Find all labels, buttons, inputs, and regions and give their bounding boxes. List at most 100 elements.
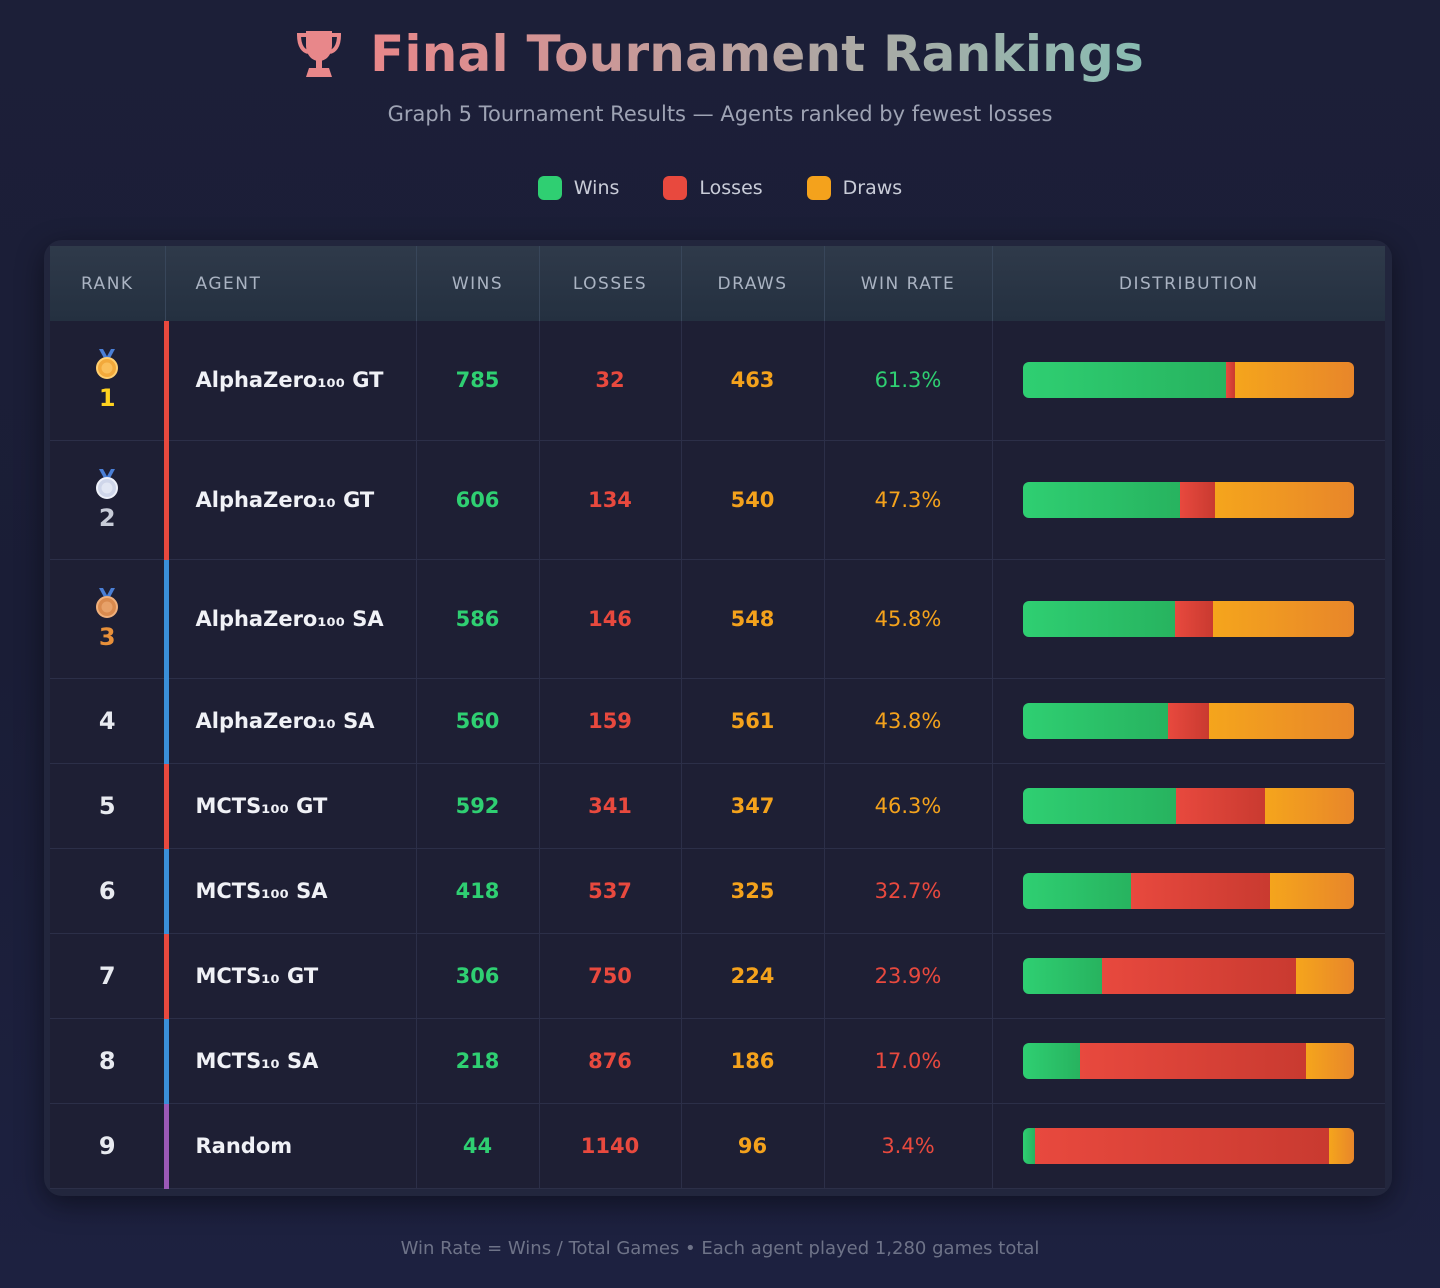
column-header-win-rate: WIN RATE [824,246,993,321]
gold-medal-icon [96,349,119,380]
table-row: 3 AlphaZero₁₀₀ SA 586 146 548 45.8% [50,559,1385,679]
table-row: 8 MCTS₁₀ SA 218 876 186 17.0% [50,1018,1385,1104]
rank-cell: 3 [50,559,166,679]
distribution-bar [1023,702,1355,739]
wins-segment [1023,600,1175,637]
wins-segment [1023,1127,1035,1164]
win-rate-value: 23.9% [824,933,993,1019]
agent-group-stripe [163,1103,169,1189]
wins-segment [1023,481,1180,518]
draws-value: 224 [681,933,825,1019]
wins-value: 418 [416,848,540,934]
rank-cell: 2 [50,440,166,560]
win-rate-value: 61.3% [824,321,993,441]
draws-segment [1270,872,1355,909]
losses-value: 1140 [539,1103,682,1189]
win-rate-value: 47.3% [824,440,993,560]
table-row: 2 AlphaZero₁₀ GT 606 134 540 47.3% [50,440,1385,560]
agent-cell: AlphaZero₁₀₀ SA [163,559,417,679]
rank-number: 5 [98,791,116,820]
distribution-bar [1023,362,1355,399]
losses-segment [1226,362,1235,399]
losses-value: 159 [539,678,682,764]
wins-value: 785 [416,321,540,441]
legend-swatch-wins [537,176,562,200]
draws-segment [1306,1042,1355,1079]
draws-segment [1214,481,1355,518]
rank-number: 6 [98,876,116,905]
draws-value: 186 [681,1018,825,1104]
losses-segment [1174,600,1213,637]
table-row: 5 MCTS₁₀₀ GT 592 341 347 46.3% [50,763,1385,849]
losses-value: 341 [539,763,682,849]
page-header: Final Tournament Rankings [0,22,1440,86]
table-row: 1 AlphaZero₁₀₀ GT 785 32 463 61.3% [50,321,1385,441]
draws-segment [1296,957,1355,994]
agent-cell: MCTS₁₀₀ GT [163,763,417,849]
bronze-medal-icon [96,587,119,618]
draws-value: 96 [681,1103,825,1189]
wins-segment [1023,362,1227,399]
rankings-table: RANK AGENT WINS LOSSES DRAWS WIN RATE DI… [50,246,1385,1189]
agent-name: AlphaZero₁₀ GT [195,487,375,512]
agent-cell: MCTS₁₀ GT [163,933,417,1019]
distribution-bar [1023,481,1355,518]
agent-name: AlphaZero₁₀₀ GT [195,368,384,393]
agent-name: MCTS₁₀ GT [195,963,319,988]
win-rate-value: 32.7% [824,848,993,934]
table-header-row: RANK AGENT WINS LOSSES DRAWS WIN RATE DI… [50,246,1385,321]
distribution-bar [1023,1042,1355,1079]
page-subtitle: Graph 5 Tournament Results — Agents rank… [387,102,1053,126]
trophy-icon [297,31,342,77]
legend-swatch-draws [806,176,831,200]
win-rate-value: 45.8% [824,559,993,679]
distribution-cell [992,678,1385,764]
distribution-bar [1023,957,1355,994]
agent-name: MCTS₁₀₀ GT [195,793,328,818]
legend-item-draws: Draws [806,176,903,200]
wins-value: 592 [416,763,540,849]
losses-segment [1176,787,1265,824]
losses-value: 32 [539,321,682,441]
legend: Wins Losses Draws [0,176,1440,200]
win-rate-value: 17.0% [824,1018,993,1104]
wins-value: 44 [416,1103,540,1189]
agent-cell: AlphaZero₁₀₀ GT [163,321,417,441]
distribution-cell [992,763,1385,849]
wins-value: 586 [416,559,540,679]
distribution-bar [1023,1127,1355,1164]
table-row: 6 MCTS₁₀₀ SA 418 537 325 32.7% [50,848,1385,934]
footer-note: Win Rate = Wins / Total Games • Each age… [400,1238,1040,1259]
agent-name: MCTS₁₀₀ SA [195,878,328,903]
distribution-cell [992,559,1385,679]
wins-value: 606 [416,440,540,560]
draws-value: 347 [681,763,825,849]
column-header-draws: DRAWS [681,246,825,321]
legend-label-draws: Draws [842,177,903,199]
distribution-cell [992,1103,1385,1189]
rank-cell: 1 [50,321,166,441]
wins-segment [1023,872,1132,909]
draws-segment [1329,1127,1355,1164]
agent-name: AlphaZero₁₀ SA [195,708,375,733]
column-header-rank: RANK [50,246,166,321]
agent-group-stripe [163,559,169,679]
agent-name: AlphaZero₁₀₀ SA [195,606,384,631]
losses-segment [1034,1127,1330,1164]
rank-number: 3 [98,622,116,651]
agent-group-stripe [163,678,169,764]
distribution-bar [1023,872,1355,909]
legend-item-wins: Wins [537,176,619,200]
rank-cell: 9 [50,1103,166,1189]
distribution-cell [992,440,1385,560]
draws-segment [1234,362,1355,399]
page-title: Final Tournament Rankings [370,25,1144,83]
draws-value: 325 [681,848,825,934]
losses-value: 537 [539,848,682,934]
draws-value: 463 [681,321,825,441]
wins-segment [1023,702,1169,739]
column-header-distribution: DISTRIBUTION [1118,273,1259,294]
rank-number: 2 [98,503,116,532]
silver-medal-icon [96,468,119,499]
agent-group-stripe [163,848,169,934]
